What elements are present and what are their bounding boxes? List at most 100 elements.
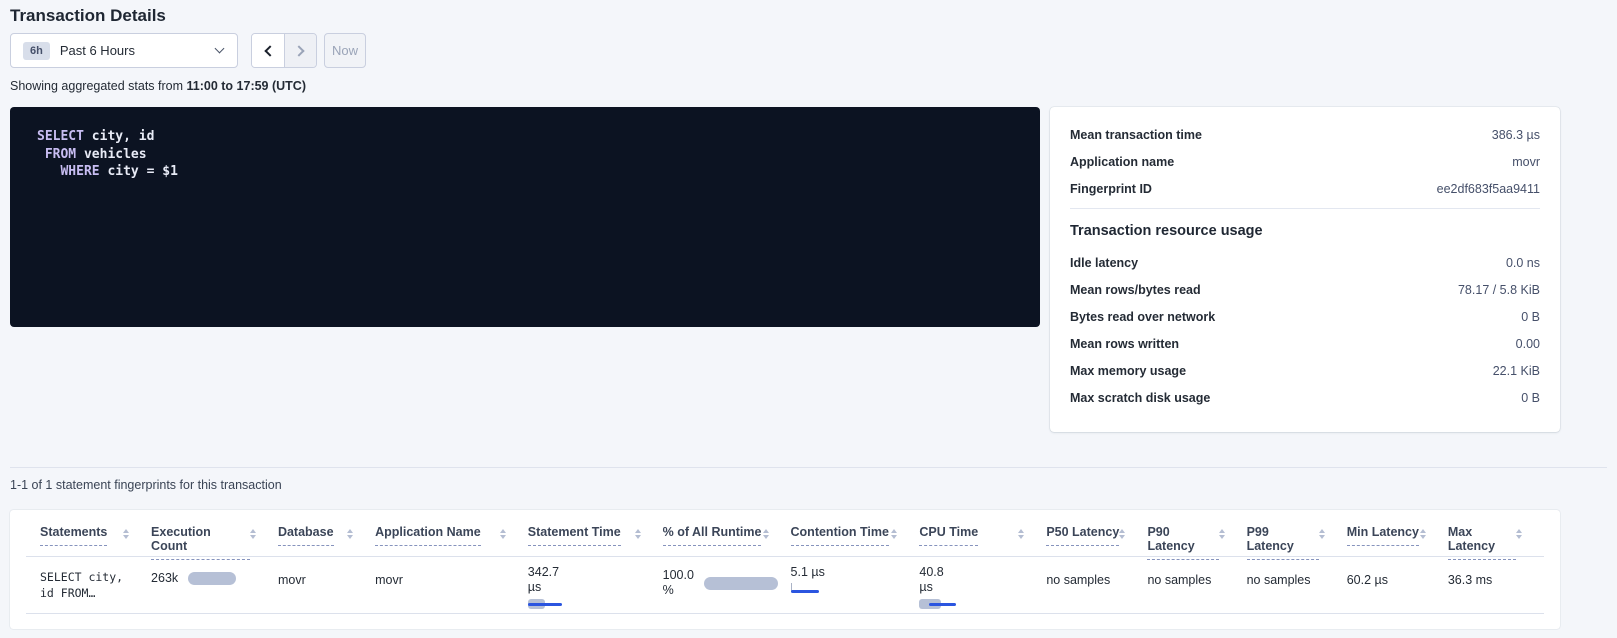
time-controls: 6h Past 6 Hours Now bbox=[10, 33, 366, 68]
sort-icon[interactable] bbox=[499, 525, 506, 539]
resource-usage-label: Idle latency bbox=[1070, 255, 1139, 270]
column-header-label: P50 Latency bbox=[1046, 525, 1120, 546]
execution-count-value: 263k bbox=[151, 571, 179, 585]
pct-runtime-bar bbox=[703, 576, 778, 590]
chevron-left-icon bbox=[263, 44, 276, 57]
column-header-label: Max Latency bbox=[1447, 525, 1517, 560]
sort-icon[interactable] bbox=[762, 525, 769, 539]
resource-usage-row: Max scratch disk usage 0 B bbox=[1070, 390, 1540, 405]
p50-latency-cell: no samples bbox=[1046, 573, 1111, 587]
column-header-p50-latency[interactable]: P50 Latency bbox=[1046, 525, 1147, 546]
overview-divider bbox=[1070, 208, 1540, 209]
database-cell: movr bbox=[277, 573, 306, 587]
sql-statement-box: SELECT city, id FROM vehicles WHERE city… bbox=[10, 107, 1040, 327]
resource-usage-row: Max memory usage 22.1 KiB bbox=[1070, 363, 1540, 378]
column-header-application-name[interactable]: Application Name bbox=[375, 525, 528, 546]
p99-latency-cell: no samples bbox=[1246, 573, 1311, 587]
column-header-label: Application Name bbox=[375, 525, 481, 546]
transaction-overview-panel: Mean transaction time 386.3 µs Applicati… bbox=[1050, 107, 1560, 432]
statements-summary-text: 1-1 of 1 statement fingerprints for this… bbox=[10, 478, 282, 492]
time-range-label: Past 6 Hours bbox=[59, 43, 135, 58]
column-header-label: P99 Latency bbox=[1246, 525, 1319, 560]
overview-row: Mean transaction time 386.3 µs bbox=[1070, 127, 1540, 142]
cpu-time-value: 40.8 bbox=[919, 565, 944, 579]
column-header-label: Statements bbox=[40, 525, 108, 546]
sort-icon[interactable] bbox=[891, 525, 898, 539]
contention-time-cell: 5.1 µs bbox=[790, 565, 920, 596]
resource-usage-row: Idle latency 0.0 ns bbox=[1070, 255, 1540, 270]
sort-icon[interactable] bbox=[1516, 525, 1523, 539]
sort-icon[interactable] bbox=[1218, 525, 1225, 539]
column-header-label: % of All Runtime bbox=[662, 525, 762, 546]
column-header-label: P90 Latency bbox=[1147, 525, 1219, 560]
resource-usage-row: Mean rows/bytes read 78.17 / 5.8 KiB bbox=[1070, 282, 1540, 297]
overview-row-value: ee2df683f5aa9411 bbox=[1436, 181, 1540, 196]
min-latency-cell: 60.2 µs bbox=[1346, 573, 1388, 587]
sort-icon[interactable] bbox=[1419, 525, 1426, 539]
cpu-time-unit: µs bbox=[919, 580, 933, 594]
max-latency-cell: 36.3 ms bbox=[1447, 573, 1493, 587]
resource-usage-label: Max memory usage bbox=[1070, 363, 1187, 378]
sort-icon[interactable] bbox=[347, 525, 354, 539]
sql-line: SELECT city, id bbox=[37, 129, 155, 144]
overview-row: Application name movr bbox=[1070, 154, 1540, 169]
column-header-label: Min Latency bbox=[1346, 525, 1419, 546]
overview-row: Fingerprint ID ee2df683f5aa9411 bbox=[1070, 181, 1540, 196]
cpu-time-bar bbox=[919, 599, 959, 609]
overview-row-value: movr bbox=[1512, 154, 1540, 169]
column-header-label: Database bbox=[277, 525, 334, 546]
column-header-label: CPU Time bbox=[919, 525, 979, 546]
statement-row: SELECT city, id FROM… 263k movr movr 342… bbox=[26, 557, 1544, 614]
statement-time-cell: 342.7 µs bbox=[527, 565, 663, 609]
contention-time-bar bbox=[790, 583, 821, 596]
sort-icon[interactable] bbox=[634, 525, 641, 539]
now-button[interactable]: Now bbox=[324, 33, 366, 68]
stats-period-range: 11:00 to 17:59 (UTC) bbox=[186, 79, 306, 93]
pct-runtime-unit: % bbox=[662, 583, 674, 597]
p90-latency-cell: no samples bbox=[1147, 573, 1212, 587]
column-header-statements[interactable]: Statements bbox=[40, 525, 151, 546]
application-name-cell: movr bbox=[375, 573, 403, 587]
time-range-dropdown[interactable]: 6h Past 6 Hours bbox=[10, 33, 238, 68]
sort-icon[interactable] bbox=[249, 525, 256, 539]
statements-table: Statements Execution Count Database Applica… bbox=[10, 510, 1560, 629]
statement-time-unit: µs bbox=[527, 580, 542, 594]
column-header-database[interactable]: Database bbox=[277, 525, 375, 546]
column-header-p99-latency[interactable]: P99 Latency bbox=[1246, 525, 1347, 560]
contention-time-value: 5.1 µs bbox=[790, 565, 825, 579]
column-header-max-latency[interactable]: Max Latency bbox=[1447, 525, 1544, 560]
sort-icon[interactable] bbox=[1119, 525, 1126, 539]
stats-period-text: Showing aggregated stats from 11:00 to 1… bbox=[10, 79, 306, 93]
column-header-statement-time[interactable]: Statement Time bbox=[527, 525, 663, 546]
time-arrow-group bbox=[251, 33, 317, 68]
sort-icon[interactable] bbox=[1018, 525, 1025, 539]
sort-icon[interactable] bbox=[1318, 525, 1325, 539]
resource-usage-value: 0 B bbox=[1521, 309, 1540, 324]
column-header-cpu-time[interactable]: CPU Time bbox=[919, 525, 1046, 546]
resource-usage-value: 0.00 bbox=[1515, 336, 1540, 351]
resource-usage-value: 22.1 KiB bbox=[1492, 363, 1540, 378]
chevron-down-icon bbox=[214, 43, 225, 54]
column-header-execution-count[interactable]: Execution Count bbox=[151, 525, 278, 560]
statement-cell[interactable]: SELECT city, id FROM… bbox=[40, 565, 151, 601]
resource-usage-value: 0 B bbox=[1521, 390, 1540, 405]
overview-row-label: Mean transaction time bbox=[1070, 127, 1202, 142]
column-header-min-latency[interactable]: Min Latency bbox=[1346, 525, 1448, 546]
pct-runtime-value: 100.0 bbox=[662, 568, 694, 582]
resource-usage-value: 78.17 / 5.8 KiB bbox=[1457, 282, 1540, 297]
statement-text-line2: id FROM… bbox=[40, 586, 96, 600]
resource-usage-row: Bytes read over network 0 B bbox=[1070, 309, 1540, 324]
chevron-right-icon bbox=[293, 44, 305, 57]
column-header-contention-time[interactable]: Contention Time bbox=[790, 525, 920, 546]
time-range-badge: 6h bbox=[23, 41, 50, 60]
execution-count-cell: 263k bbox=[151, 565, 278, 585]
sort-icon[interactable] bbox=[123, 525, 130, 539]
next-time-button[interactable] bbox=[284, 34, 316, 67]
column-header--of-all-runtime[interactable]: % of All Runtime bbox=[662, 525, 791, 546]
column-header-label: Execution Count bbox=[151, 525, 250, 560]
resource-usage-value: 0.0 ns bbox=[1505, 255, 1540, 270]
resource-usage-row: Mean rows written 0.00 bbox=[1070, 336, 1540, 351]
column-header-p90-latency[interactable]: P90 Latency bbox=[1147, 525, 1246, 560]
prev-time-button[interactable] bbox=[252, 34, 284, 67]
